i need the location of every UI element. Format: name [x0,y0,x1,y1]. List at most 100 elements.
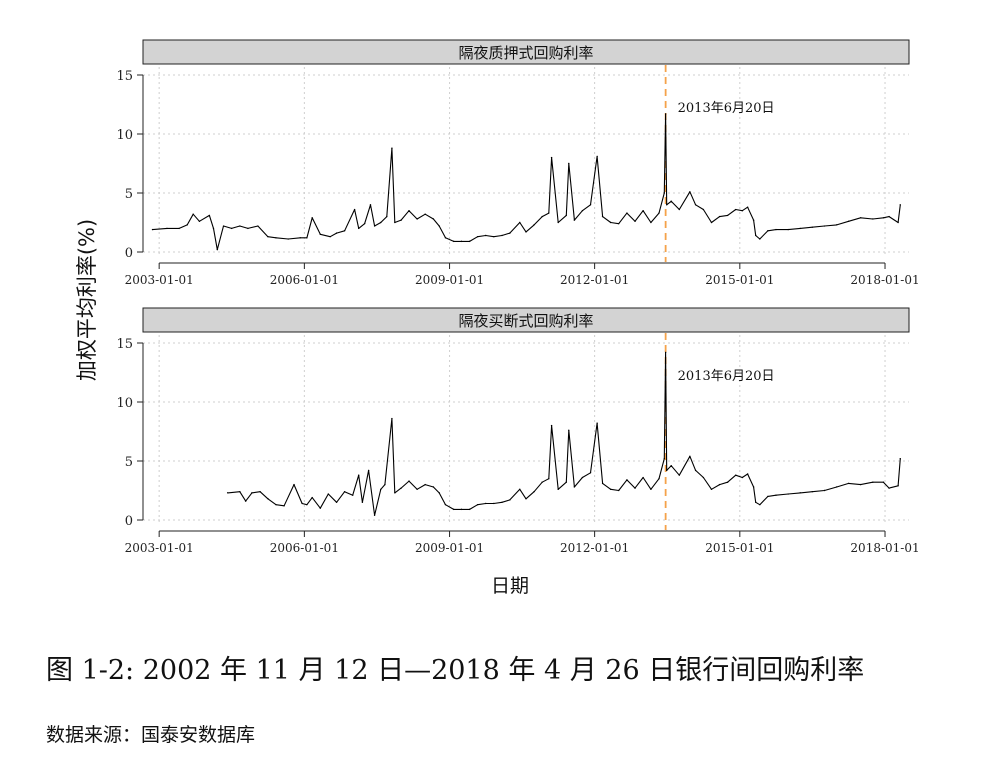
event-annotation: 2013年6月20日 [678,101,775,116]
data-point [319,507,321,509]
data-point [501,501,503,503]
data-point [642,210,644,212]
data-point [741,210,744,212]
x-tick-label: 2003-01-01 [125,273,194,287]
data-point [609,221,612,224]
data-point [391,417,393,420]
data-point [239,225,241,227]
data-point [373,514,376,516]
data-point [664,113,667,115]
panel-title-strip [142,39,910,65]
data-point [568,429,570,432]
data-point [663,192,666,194]
data-point [596,422,598,424]
data-point [311,496,313,499]
data-point [596,155,598,158]
data-point [548,478,550,480]
data-point [416,218,418,220]
data-point [767,495,769,498]
data-point [702,208,705,211]
data-point [386,215,388,218]
data-point [752,486,755,488]
data-point [363,222,366,225]
y-tick-label: 15 [116,337,133,352]
data-point [438,225,440,227]
data-point [198,220,201,223]
data-point [373,225,376,227]
data-point [565,214,567,217]
data-point [319,233,321,235]
data-point [267,235,269,238]
data-point [799,227,801,230]
data-point [573,486,576,488]
data-point [432,218,435,220]
data-point [872,218,874,220]
data-point [694,204,697,206]
data-point [888,487,890,489]
data-point [533,490,535,493]
data-point [726,481,729,483]
data-point [735,474,737,476]
x-tick-label: 2015-01-01 [705,541,774,555]
data-point [755,234,757,237]
data-point [557,221,559,224]
x-axis-label: 日期 [491,575,529,597]
data-point [741,476,744,479]
data-point [658,478,660,480]
data-point [444,503,447,506]
data-point [380,488,382,491]
x-tick-label: 2012-01-01 [560,541,629,555]
data-point [394,492,396,494]
data-point [287,238,289,240]
data-point [718,483,721,486]
data-point [664,351,667,354]
event-annotation: 2013年6月20日 [678,369,775,384]
data-point [710,488,713,491]
data-point [525,231,527,233]
data-point [299,237,301,239]
figure-caption: 图 1-2: 2002 年 11 月 12 日—2018 年 4 月 26 日银… [46,655,865,686]
data-point [601,482,604,485]
panel-title: 隔夜质押式回购利率 [458,44,593,62]
data-point [519,221,521,224]
data-point [573,219,576,221]
data-point [485,502,487,505]
data-point [335,501,338,503]
data-point [665,469,668,472]
data-point [746,473,749,475]
data-point [618,489,620,492]
data-point [452,240,455,243]
data-point [275,503,277,506]
data-point [663,457,666,460]
x-tick-label: 2009-01-01 [415,541,484,555]
data-point [476,235,479,238]
data-point [509,232,511,234]
data-point [634,487,636,489]
data-point [306,237,308,239]
data-point [391,147,393,149]
data-point [670,200,672,202]
data-point [476,503,479,506]
y-tick-label: 10 [116,396,133,411]
data-point [192,213,194,215]
data-point [799,492,801,494]
data-point [618,222,620,225]
data-point [689,191,691,193]
data-point [452,508,455,511]
data-point [882,481,885,483]
x-tick-label: 2018-01-01 [850,273,919,287]
data-point [678,208,680,211]
data-point [847,220,850,223]
data-point [533,224,535,226]
data-point [230,227,233,230]
data-point [568,162,570,165]
data-point [541,215,543,218]
data-point [343,230,346,232]
data-point [735,208,737,211]
data-point [550,424,553,427]
data-point [859,217,862,219]
panel-title: 隔夜买断式回购利率 [458,312,593,330]
data-point [178,227,180,230]
data-source-note: 数据来源：国泰安数据库 [46,724,256,746]
data-point [811,490,813,493]
